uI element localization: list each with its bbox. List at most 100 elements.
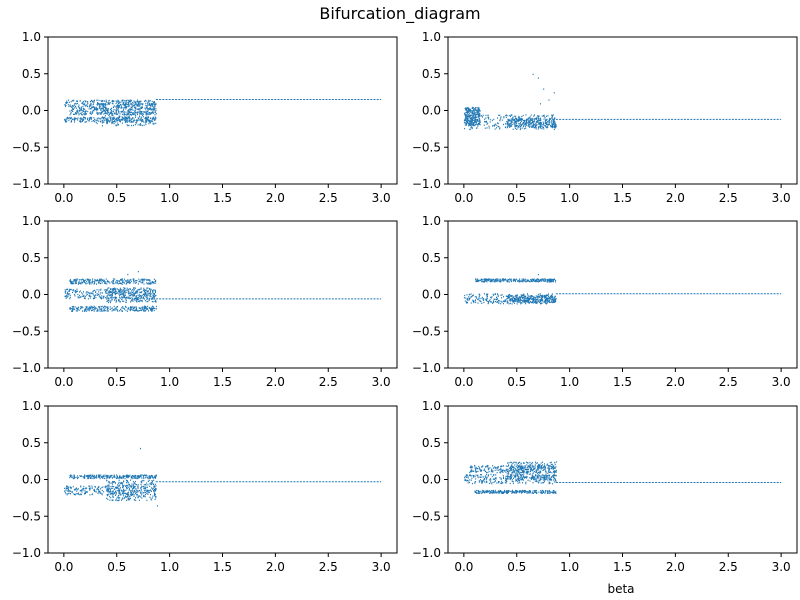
data-point: [154, 105, 156, 107]
data-point: [85, 308, 86, 310]
data-point: [534, 301, 536, 304]
data-point: [486, 121, 488, 123]
data-point: [77, 102, 79, 105]
data-point: [549, 117, 551, 120]
data-point: [90, 116, 92, 119]
data-point: [85, 306, 87, 308]
data-point: [527, 125, 529, 127]
data-point: [99, 103, 101, 105]
data-point: [96, 99, 98, 102]
data-point: [110, 493, 112, 495]
data-point: [525, 119, 527, 121]
x-tick-label: 3.0: [372, 191, 391, 205]
data-point: [153, 309, 155, 312]
data-point: [479, 110, 481, 112]
data-point: [113, 100, 115, 102]
data-point: [471, 112, 473, 115]
data-point: [520, 124, 522, 127]
data-point: [109, 102, 111, 104]
data-point: [466, 119, 468, 121]
data-point: [544, 296, 546, 299]
data-point: [83, 107, 85, 110]
data-point: [106, 107, 108, 109]
data-point: [152, 117, 154, 119]
data-point: [152, 292, 154, 295]
data-point: [464, 476, 466, 479]
data-point: [532, 280, 534, 282]
data-point: [497, 295, 499, 297]
data-point: [150, 112, 152, 114]
data-point: [517, 482, 519, 484]
data-point: [471, 110, 473, 112]
data-point: [145, 489, 147, 491]
data-point: [115, 292, 117, 295]
data-point: [136, 475, 138, 477]
data-point: [534, 300, 536, 302]
data-point: [125, 107, 127, 109]
data-point: [106, 118, 108, 120]
data-point: [542, 278, 544, 280]
data-point: [502, 471, 504, 473]
data-point: [546, 478, 548, 481]
data-point: [114, 296, 116, 298]
data-point: [526, 118, 528, 121]
data-point: [527, 293, 529, 295]
data-point: [127, 113, 129, 115]
data-point: [146, 107, 148, 109]
data-point: [97, 474, 99, 476]
data-point: [528, 122, 530, 124]
data-point: [151, 104, 153, 106]
data-point: [146, 282, 148, 285]
data-point: [126, 121, 128, 123]
data-point: [544, 116, 546, 119]
data-point: [99, 475, 101, 477]
data-point: [508, 124, 510, 126]
data-point: [495, 477, 497, 479]
data-point: [68, 489, 70, 492]
data-point: [465, 124, 467, 126]
data-point: [99, 107, 101, 109]
data-point: [116, 105, 118, 108]
data-point: [525, 483, 527, 485]
data-point: [128, 475, 130, 477]
data-point: [86, 280, 88, 283]
data-point: [100, 112, 102, 114]
data-point: [545, 299, 547, 301]
data-point: [155, 108, 157, 110]
data-point: [508, 114, 510, 117]
data-point: [468, 116, 470, 118]
data-point: [504, 126, 506, 128]
data-point: [473, 109, 475, 111]
y-tick-label: 0.0: [422, 288, 441, 302]
data-point: [134, 297, 136, 299]
data-point: [69, 490, 71, 492]
data-point: [516, 124, 518, 126]
data-point: [96, 293, 98, 295]
data-point: [126, 476, 128, 479]
data-point: [74, 477, 76, 479]
data-point: [126, 101, 128, 104]
data-point: [113, 288, 115, 290]
x-tick-label: 1.0: [160, 560, 179, 574]
data-point: [133, 294, 135, 296]
data-point: [84, 112, 86, 114]
data-point: [92, 109, 94, 111]
data-point: [116, 292, 118, 294]
data-point: [84, 490, 86, 492]
data-point: [116, 477, 118, 480]
data-point: [547, 279, 549, 281]
data-point: [488, 467, 490, 470]
data-point: [100, 282, 102, 285]
data-point: [464, 127, 466, 130]
data-point: [498, 126, 500, 128]
data-point: [538, 464, 540, 467]
data-point: [146, 482, 148, 484]
data-point: [141, 308, 143, 310]
data-point: [484, 477, 486, 480]
data-point: [146, 490, 148, 493]
data-point: [110, 300, 112, 302]
data-point: [132, 120, 134, 122]
data-point: [111, 297, 113, 299]
data-point: [135, 111, 137, 113]
data-point: [128, 475, 130, 477]
